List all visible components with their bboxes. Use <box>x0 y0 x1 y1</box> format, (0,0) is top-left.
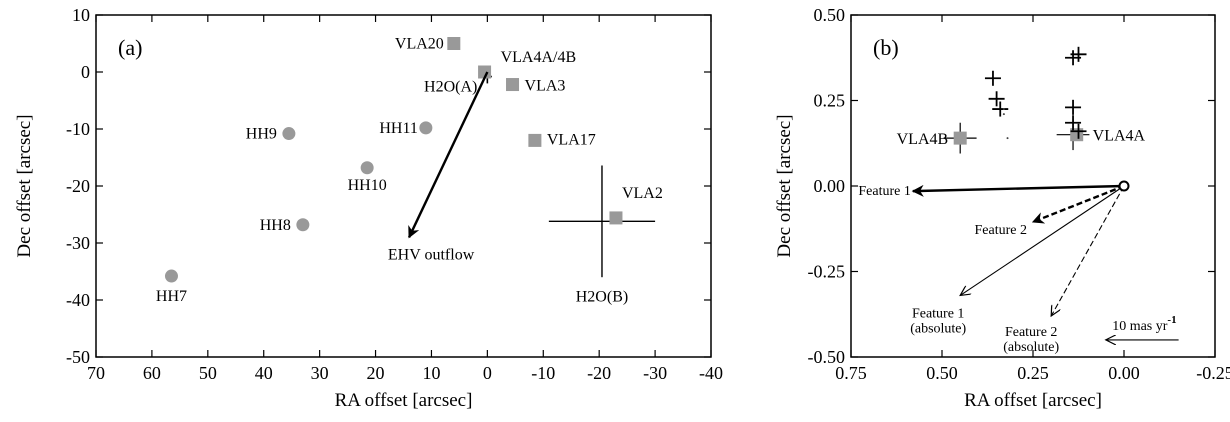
x-tick-label: 30 <box>311 363 329 383</box>
arrow-label: Feature 1 <box>858 184 910 199</box>
hh-object-marker <box>360 161 374 175</box>
arrow-label-line: Feature 1 <box>912 306 964 321</box>
x-tick-label: 0.25 <box>1017 363 1049 383</box>
vla-source-marker <box>478 65 492 79</box>
hh-label: HH11 <box>379 120 418 137</box>
x-tick-label: 0.75 <box>835 363 867 383</box>
y-tick-label: -10 <box>66 119 90 139</box>
y-axis-label: Dec offset [arcsec] <box>774 114 795 257</box>
x-tick-label: 0.50 <box>926 363 958 383</box>
panel-a: 70 60 50 40 30 20 10 0 -10 -20 -30 -40 10 0 -10 -20 -30 -… <box>14 5 723 411</box>
y-tick-label: -40 <box>66 290 90 310</box>
y-tick-label: 10 <box>72 5 90 25</box>
panel-b: 0.75 0.50 0.25 0.00 -0.25 0.50 0.25 0.00 -0.25 -0… <box>774 5 1230 411</box>
vla-source-marker <box>528 133 542 147</box>
maser-label: H2O(B) <box>576 288 628 305</box>
y-tick-label: 0.25 <box>814 91 846 111</box>
y-tick-label: 0.00 <box>814 176 846 196</box>
y-tick-label: -20 <box>66 176 90 196</box>
x-tick-label: -40 <box>699 363 723 383</box>
maser-dot <box>1002 113 1005 116</box>
vla-source-marker <box>609 211 623 225</box>
x-tick-label: -0.25 <box>1196 363 1230 383</box>
y-axis-label: Dec offset [arcsec] <box>14 114 35 257</box>
y-tick-label: -0.50 <box>808 347 846 367</box>
y-tick-label: -50 <box>66 347 90 367</box>
vla-label: VLA2 <box>622 185 663 202</box>
hh-label: HH10 <box>348 177 387 194</box>
hh-object-marker <box>296 218 310 232</box>
vla-source-marker <box>506 78 520 92</box>
hh-object-marker <box>282 127 296 141</box>
x-tick-label: -20 <box>587 363 611 383</box>
y-tick-label: -0.25 <box>808 262 846 282</box>
y-tick-label: -30 <box>66 233 90 253</box>
hh-object-marker <box>419 121 433 135</box>
hh-label: HH7 <box>156 288 187 305</box>
scale-bar-superscript: -1 <box>1167 314 1176 326</box>
hh-label: HH8 <box>260 217 291 234</box>
vla-source-marker <box>447 37 461 50</box>
panel-label: (a) <box>118 35 142 60</box>
x-tick-label: 0 <box>483 363 492 383</box>
vla-label: VLA4A <box>1093 128 1146 145</box>
arrow-label-line: (absolute) <box>1003 340 1059 355</box>
y-tick-label: 0.50 <box>814 5 846 25</box>
x-tick-label: 50 <box>199 363 217 383</box>
x-tick-label: -30 <box>643 363 667 383</box>
vla-label: VLA20 <box>395 36 444 53</box>
vla-source-marker <box>953 131 967 145</box>
x-axis-label: RA offset [arcsec] <box>335 390 473 411</box>
maser-label: H2O(A) <box>424 79 477 96</box>
maser-dot <box>1002 108 1005 111</box>
arrow-label: Feature 2 (absolute) <box>1003 325 1059 355</box>
y-tick-label: 0 <box>81 62 90 82</box>
x-tick-label: 60 <box>143 363 161 383</box>
plot-frame <box>95 14 712 358</box>
arrow-label-line: Feature 2 <box>1005 325 1057 340</box>
proper-motion-arrow <box>1031 184 1125 224</box>
maser-dot <box>1006 137 1009 140</box>
ehv-outflow-arrow <box>408 71 489 239</box>
x-tick-label: 70 <box>87 363 105 383</box>
arrow-label: Feature 1 (absolute) <box>910 306 966 336</box>
proper-motion-arrow <box>1051 185 1125 316</box>
vla-label: VLA17 <box>547 131 596 148</box>
x-axis-label: RA offset [arcsec] <box>964 390 1102 411</box>
x-tick-label: -10 <box>531 363 555 383</box>
origin-marker <box>1118 180 1130 192</box>
arrow-label: EHV outflow <box>388 246 475 263</box>
vla-label: VLA3 <box>525 78 566 95</box>
scale-bar-text: 10 mas yr <box>1112 319 1168 334</box>
x-tick-label: 20 <box>367 363 385 383</box>
panel-label: (b) <box>873 35 899 60</box>
x-tick-label: 0.00 <box>1108 363 1140 383</box>
proper-motion-arrow <box>960 185 1125 295</box>
x-tick-label: 40 <box>255 363 273 383</box>
scale-bar-label: 10 mas yr-1 <box>1112 314 1176 334</box>
arrow-label: Feature 2 <box>975 223 1027 238</box>
arrow-label-line: (absolute) <box>910 321 966 336</box>
x-tick-label: 10 <box>422 363 440 383</box>
hh-object-marker <box>164 269 178 283</box>
hh-label: HH9 <box>246 126 277 143</box>
vla-source-marker <box>1070 128 1084 142</box>
vla-label: VLA4B <box>897 131 949 148</box>
proper-motion-arrow <box>911 184 1125 197</box>
vla-label: VLA4A/4B <box>501 49 577 66</box>
